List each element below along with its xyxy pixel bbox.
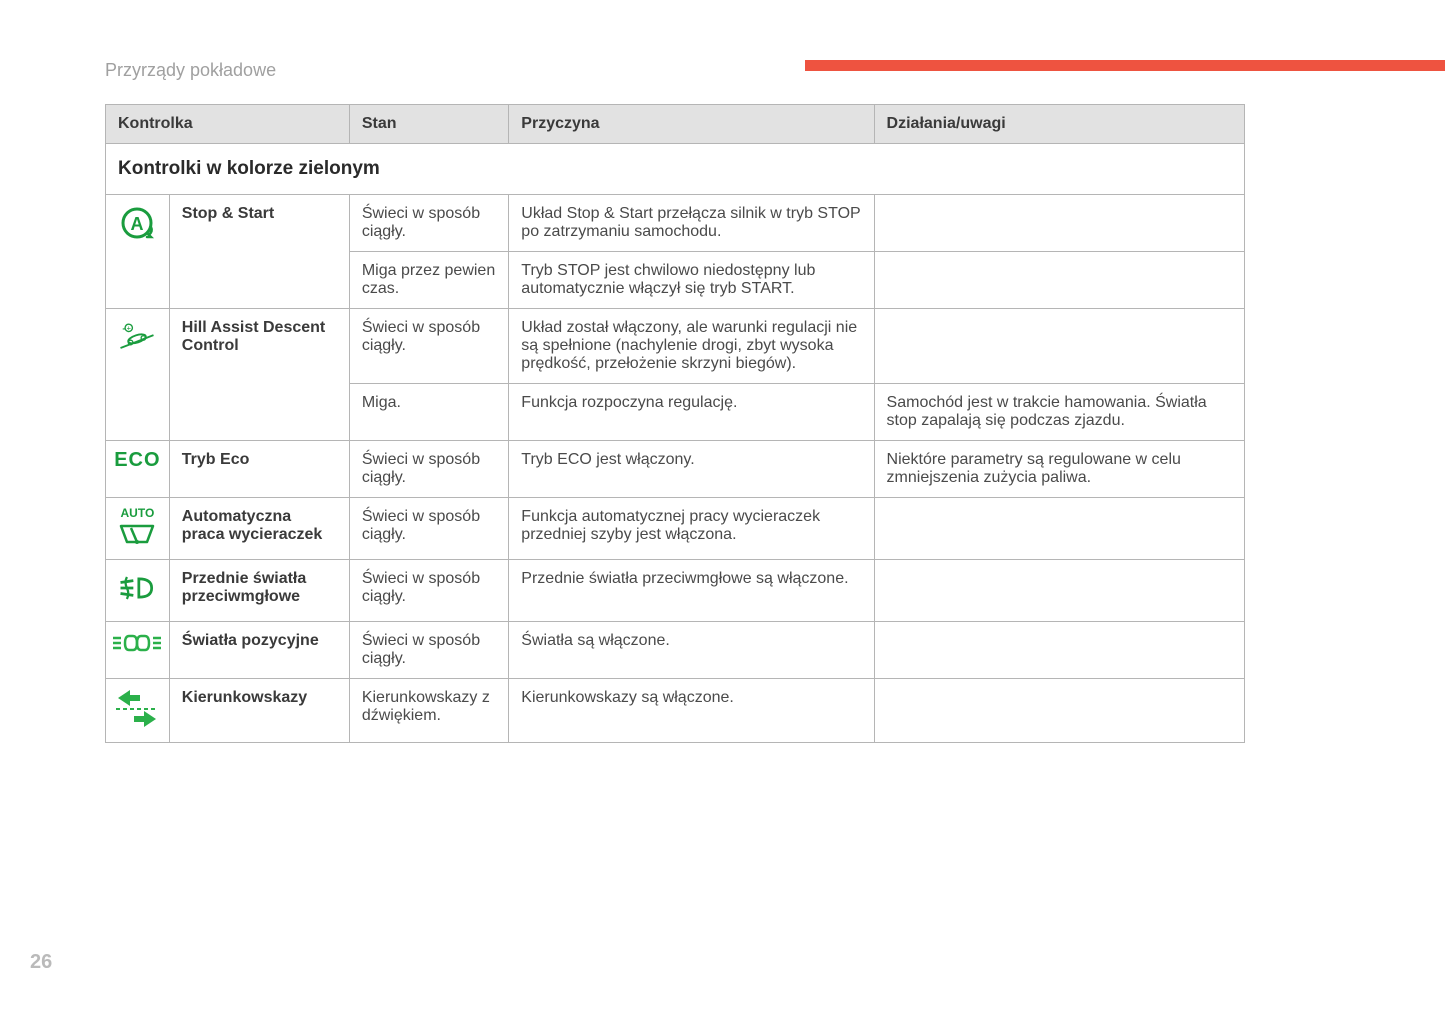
state-cell: Świeci w sposób ciągły. <box>349 309 508 384</box>
action-cell <box>874 252 1244 309</box>
header-przyczyna: Przyczyna <box>509 105 874 144</box>
action-cell <box>874 498 1244 560</box>
section-title: Kontrolki w kolorze zielonym <box>106 144 1245 195</box>
icon-cell-auto-wiper: AUTO <box>106 498 170 560</box>
row-stop-start-1: A Stop & Start Świeci w sposób ciągły. U… <box>106 195 1245 252</box>
row-auto-wiper: AUTO Automatyczna praca wycieraczek Świe… <box>106 498 1245 560</box>
cause-cell: Układ został włączony, ale warunki regul… <box>509 309 874 384</box>
header-dzialania: Działania/uwagi <box>874 105 1244 144</box>
cause-cell: Funkcja rozpoczyna regulację. <box>509 384 874 441</box>
action-cell <box>874 560 1244 622</box>
table-header-row: Kontrolka Stan Przyczyna Działania/uwagi <box>106 105 1245 144</box>
action-cell <box>874 195 1244 252</box>
action-cell <box>874 679 1244 743</box>
name-front-fog: Przednie światła przeciwmgłowe <box>169 560 349 622</box>
action-cell <box>874 309 1244 384</box>
cause-cell: Tryb ECO jest włączony. <box>509 441 874 498</box>
turn-signals-icon <box>114 687 160 729</box>
state-cell: Świeci w sposób ciągły. <box>349 560 508 622</box>
name-stop-start: Stop & Start <box>169 195 349 309</box>
cause-cell: Układ Stop & Start przełącza silnik w tr… <box>509 195 874 252</box>
cause-cell: Funkcja automatycznej pracy wycieraczek … <box>509 498 874 560</box>
state-cell: Świeci w sposób ciągły. <box>349 622 508 679</box>
icon-cell-stop-start: A <box>106 195 170 309</box>
eco-icon: ECO <box>114 449 160 471</box>
row-hill-1: - + Hill Assist Descent Control Świeci w… <box>106 309 1245 384</box>
page-header: Przyrządy pokładowe <box>105 60 1445 81</box>
name-auto-wiper: Automatyczna praca wycieraczek <box>169 498 349 560</box>
cause-cell: Kierunkowskazy są włączone. <box>509 679 874 743</box>
cause-cell: Tryb STOP jest chwilowo niedostępny lub … <box>509 252 874 309</box>
indicators-table-wrap: Kontrolka Stan Przyczyna Działania/uwagi… <box>105 104 1245 743</box>
icon-cell-hill: - + <box>106 309 170 441</box>
state-cell: Miga przez pewien czas. <box>349 252 508 309</box>
cause-cell: Przednie światła przeciwmgłowe są włączo… <box>509 560 874 622</box>
state-cell: Miga. <box>349 384 508 441</box>
state-cell: Kierunkowskazy z dźwiękiem. <box>349 679 508 743</box>
breadcrumb: Przyrządy pokładowe <box>105 60 276 81</box>
row-position-lights: Światła pozycyjne Świeci w sposób ciągły… <box>106 622 1245 679</box>
name-position-lights: Światła pozycyjne <box>169 622 349 679</box>
action-cell: Niektóre parametry są regulowane w celu … <box>874 441 1244 498</box>
icon-cell-position-lights <box>106 622 170 679</box>
state-cell: Świeci w sposób ciągły. <box>349 498 508 560</box>
name-eco: Tryb Eco <box>169 441 349 498</box>
row-front-fog: Przednie światła przeciwmgłowe Świeci w … <box>106 560 1245 622</box>
icon-cell-front-fog <box>106 560 170 622</box>
section-row-green: Kontrolki w kolorze zielonym <box>106 144 1245 195</box>
auto-wiper-icon <box>117 520 157 546</box>
svg-text:A: A <box>131 214 144 234</box>
position-lights-icon <box>111 630 163 656</box>
row-eco: ECO Tryb Eco Świeci w sposób ciągły. Try… <box>106 441 1245 498</box>
state-cell: Świeci w sposób ciągły. <box>349 195 508 252</box>
header-kontrolka: Kontrolka <box>106 105 350 144</box>
icon-cell-eco: ECO <box>106 441 170 498</box>
action-cell <box>874 622 1244 679</box>
auto-wiper-label: AUTO <box>110 506 165 520</box>
stop-start-icon: A <box>115 203 159 243</box>
indicators-table: Kontrolka Stan Przyczyna Działania/uwagi… <box>105 104 1245 743</box>
row-turn-signals: Kierunkowskazy Kierunkowskazy z dźwiękie… <box>106 679 1245 743</box>
name-turn-signals: Kierunkowskazy <box>169 679 349 743</box>
state-cell: Świeci w sposób ciągły. <box>349 441 508 498</box>
svg-text:+: + <box>127 324 131 333</box>
front-fog-icon <box>115 568 159 608</box>
hill-descent-icon: - + <box>115 317 159 357</box>
header-stan: Stan <box>349 105 508 144</box>
accent-bar <box>805 60 1445 71</box>
name-hill: Hill Assist Descent Control <box>169 309 349 441</box>
cause-cell: Światła są włączone. <box>509 622 874 679</box>
page-number: 26 <box>30 951 52 974</box>
action-cell: Samochód jest w trakcie hamowania. Świat… <box>874 384 1244 441</box>
icon-cell-turn-signals <box>106 679 170 743</box>
